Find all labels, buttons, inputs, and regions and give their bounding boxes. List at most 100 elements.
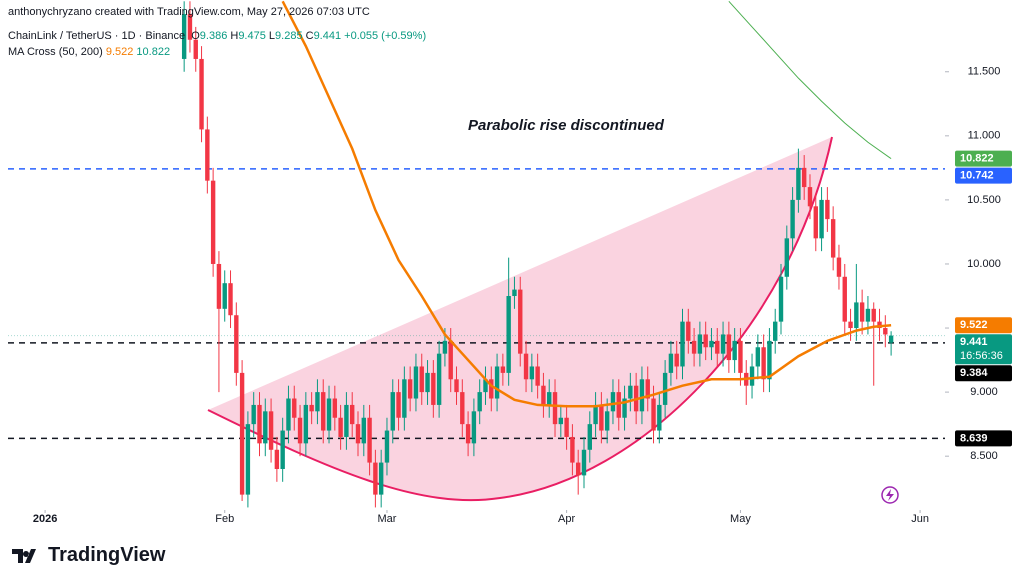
level-tag-label: 9.384 (960, 367, 988, 379)
candle-body (830, 219, 836, 258)
candle-body (216, 263, 222, 309)
ohlc-open: 9.386 (199, 30, 228, 42)
candle-body (396, 392, 401, 418)
candle-body (691, 340, 697, 354)
x-tick-label: Apr (558, 513, 575, 525)
candle-body (494, 366, 500, 399)
candle-body (280, 430, 285, 469)
candle-body (361, 417, 366, 444)
candle-body (587, 424, 592, 450)
candle-body (819, 199, 824, 239)
candle-body (431, 372, 436, 405)
annotation: Parabolic rise discontinued (468, 117, 665, 134)
level-tag-label: 8.639 (960, 432, 988, 444)
moving-average (281, 0, 892, 408)
candle-body (373, 462, 378, 495)
alert-icon[interactable] (881, 486, 899, 504)
candle-body (205, 129, 210, 181)
candle-body (535, 366, 540, 386)
candle-body (321, 392, 326, 431)
ma-fast-tag-label: 9.522 (960, 319, 988, 331)
ma-slow-value: 10.822 (136, 46, 171, 58)
candle-body (854, 302, 859, 329)
candle-body (181, 14, 187, 59)
candle-body (767, 340, 772, 380)
ohlc-high: 9.475 (238, 30, 266, 42)
candle-body (268, 411, 274, 450)
candle-body (790, 199, 795, 239)
candle-body (796, 167, 801, 200)
candle-body (732, 340, 737, 361)
candle-body (245, 424, 251, 495)
candle-body (825, 199, 830, 220)
candle-body (523, 353, 529, 380)
candle-body (384, 430, 390, 463)
candle-body (564, 417, 569, 437)
candle-body (726, 334, 732, 361)
candle-body (784, 238, 790, 277)
candle-body (500, 366, 506, 373)
alert-icon-bolt (886, 489, 894, 501)
indicator-name: MA Cross (50, 200) (8, 46, 103, 58)
candle-body (448, 340, 453, 380)
candle-body (286, 398, 291, 431)
candle-body (303, 404, 309, 444)
candle-body (680, 321, 685, 367)
symbol-legend: ChainLink / TetherUS · 1D · Binance O9.3… (8, 30, 427, 42)
candle-body (859, 302, 865, 322)
candle-body (657, 404, 662, 431)
candle-body (332, 398, 338, 418)
candle-body (390, 392, 395, 431)
candle-body (413, 366, 419, 399)
parabola-curve (207, 136, 833, 502)
candle-body (749, 366, 755, 386)
candle-body (813, 206, 818, 239)
candle-body (575, 462, 581, 476)
x-tick-label: Jun (911, 513, 929, 525)
candle-body (865, 308, 871, 322)
candle-body (239, 372, 245, 495)
candle-body (350, 404, 355, 425)
countdown: 16:56:36 (960, 350, 1003, 362)
candle-body (402, 379, 407, 418)
candle-body (755, 347, 761, 367)
candle-body (778, 276, 784, 322)
candle-body (703, 334, 708, 348)
candle-body (645, 379, 650, 399)
x-tick-label: Feb (215, 513, 234, 525)
logo-mark (12, 548, 36, 563)
ohlc-close: 9.441 (313, 30, 342, 42)
candle-body (720, 334, 726, 354)
candle-body (471, 411, 477, 444)
candle-body (801, 167, 807, 188)
candle-body (419, 366, 424, 393)
candle-body (483, 379, 488, 393)
candle-body (297, 417, 303, 444)
candle-body (738, 340, 743, 373)
ohlc-change: +0.055 (+0.59%) (344, 30, 427, 42)
candle-body (489, 379, 494, 399)
candle-body (604, 411, 610, 431)
candle-body (355, 424, 361, 444)
credit: anthonychryzano created with TradingView… (8, 6, 370, 18)
candle-body (570, 436, 575, 463)
candle-body (187, 14, 193, 40)
candle-body (610, 392, 616, 412)
candle-body (292, 398, 297, 418)
level-tag (955, 365, 1012, 382)
candle-body (199, 58, 204, 130)
y-tick-label: 10.500 (967, 194, 1001, 206)
y-tick-label: 11.000 (968, 130, 1001, 142)
candle-body (639, 379, 645, 412)
candle-body (877, 321, 882, 329)
candle-body (552, 392, 558, 425)
candle-body (715, 340, 720, 354)
ma-slow-tag (955, 150, 1012, 167)
candle-body (407, 379, 413, 399)
level-tag (955, 430, 1012, 447)
candle-body (674, 353, 679, 367)
candle-body (668, 353, 674, 373)
logo-text: TradingView (48, 544, 166, 566)
candle-body (234, 315, 239, 373)
